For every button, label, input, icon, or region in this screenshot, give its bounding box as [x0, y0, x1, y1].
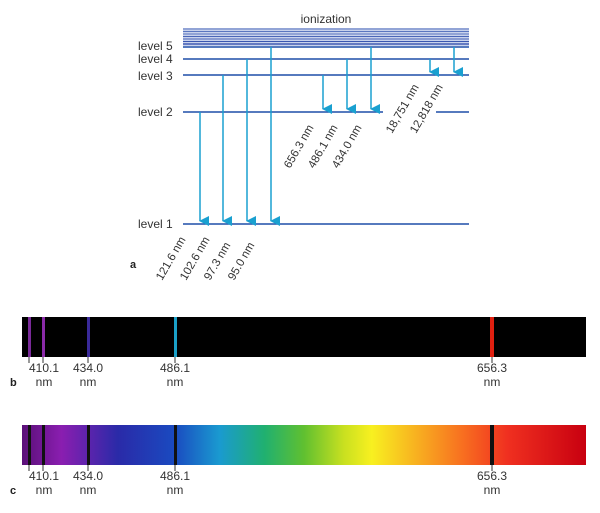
emission-unit-434: nm	[80, 375, 97, 389]
level-4-label: level 4	[138, 52, 173, 66]
paschen-arrows	[429, 47, 463, 77]
absorption-wl-486: 486.1	[160, 469, 190, 483]
emission-line-656	[490, 317, 494, 357]
emission-wl-410: 410.1	[29, 361, 59, 375]
level-3-label: level 3	[138, 69, 173, 83]
emission-spectrum: 410.1 nm 434.0 nm 486.1 nm 656.3 nm b	[10, 317, 586, 389]
absorption-line-410	[28, 425, 31, 465]
absorption-unit-410: nm	[36, 483, 53, 497]
energy-level-diagram: ionization level 5 level 4 level 3 level…	[130, 12, 469, 283]
emission-unit-656: nm	[484, 375, 501, 389]
emission-line-410b	[42, 317, 45, 357]
absorption-unit-656: nm	[484, 483, 501, 497]
ionization-label: ionization	[301, 12, 352, 26]
emission-wl-486: 486.1	[160, 361, 190, 375]
absorption-line-656	[490, 425, 494, 465]
balmer-arrows	[322, 47, 380, 114]
absorption-wl-410: 410.1	[29, 469, 59, 483]
emission-line-486	[174, 317, 177, 357]
absorption-wl-656: 656.3	[477, 469, 507, 483]
absorption-line-410b	[42, 425, 45, 465]
absorption-line-434	[87, 425, 90, 465]
ionization-band	[183, 28, 469, 46]
absorption-line-486	[174, 425, 177, 465]
level-5-label: level 5	[138, 39, 173, 53]
emission-unit-410: nm	[36, 375, 53, 389]
emission-wl-434: 434.0	[73, 361, 103, 375]
emission-line-434	[87, 317, 90, 357]
absorption-unit-434: nm	[80, 483, 97, 497]
absorption-spectrum: 410.1 nm 434.0 nm 486.1 nm 656.3 nm c	[10, 425, 586, 497]
absorption-wl-434: 434.0	[73, 469, 103, 483]
panel-b-label: b	[10, 377, 17, 389]
emission-line-410	[28, 317, 31, 357]
level-1-label: level 1	[138, 217, 173, 231]
level-2-label: level 2	[138, 105, 173, 119]
absorption-unit-486: nm	[167, 483, 184, 497]
lyman-arrows	[199, 47, 280, 226]
emission-strip	[22, 317, 586, 357]
emission-wl-656: 656.3	[477, 361, 507, 375]
emission-unit-486: nm	[167, 375, 184, 389]
absorption-strip	[22, 425, 586, 465]
panel-c-label: c	[10, 485, 16, 497]
panel-a-label: a	[130, 259, 137, 271]
